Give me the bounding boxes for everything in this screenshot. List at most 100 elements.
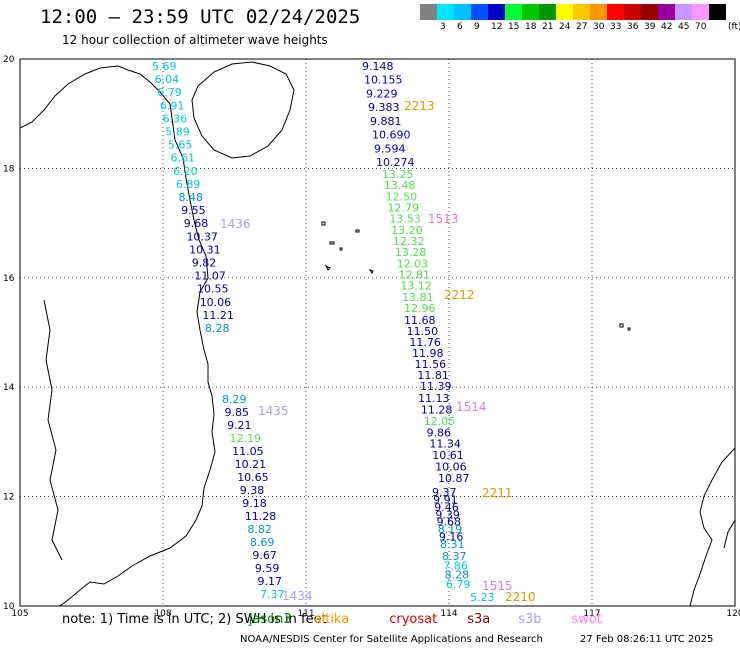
swh-value: 13.12 bbox=[400, 280, 432, 293]
swh-value: 12.32 bbox=[393, 235, 425, 248]
mission-swot: swot bbox=[571, 612, 602, 627]
legend-tick-label: 45 bbox=[678, 22, 690, 32]
swh-value: 11.56 bbox=[415, 358, 447, 371]
lon-label: 111 bbox=[297, 609, 314, 619]
map-title: 12:00 – 23:59 UTC 02/24/2025 bbox=[40, 6, 361, 28]
pass-track: 8.299.859.2112.1911.0510.2110.659.389.18… bbox=[222, 393, 289, 601]
legend-tick-label: 3 bbox=[440, 22, 446, 32]
swh-value: 11.81 bbox=[417, 369, 449, 382]
pass-label: 1515 bbox=[482, 579, 513, 593]
legend-tick-label: 12 bbox=[491, 22, 503, 32]
philippines-inner bbox=[723, 519, 736, 549]
swh-value: 10.31 bbox=[189, 243, 221, 256]
swh-value: 9.82 bbox=[192, 257, 217, 270]
swh-value: 10.690 bbox=[372, 129, 411, 142]
pass-track: 13.2513.4812.5012.7913.5313.2012.3213.28… bbox=[382, 168, 459, 315]
swh-value: 9.55 bbox=[181, 204, 206, 217]
legend-swatch bbox=[607, 4, 624, 20]
swh-value: 9.59 bbox=[255, 562, 280, 575]
map-subtitle: 12 hour collection of altimeter wave hei… bbox=[62, 33, 328, 47]
legend-tick-label: 9 bbox=[474, 22, 480, 32]
swh-value: 8.19 bbox=[438, 523, 463, 536]
legend-tick-label: 42 bbox=[661, 22, 673, 32]
swh-value: 9.38 bbox=[240, 484, 265, 497]
legend-swatch bbox=[556, 4, 573, 20]
swh-value: 9.594 bbox=[374, 142, 406, 155]
swh-value: 8.31 bbox=[440, 538, 465, 551]
swh-value: 9.91 bbox=[433, 493, 458, 506]
lat-label: 14 bbox=[3, 383, 15, 393]
pass-label: 1436 bbox=[220, 217, 251, 231]
legend-tick-label: 39 bbox=[644, 22, 656, 32]
swh-value: 13.48 bbox=[384, 179, 416, 192]
pass-label: 2211 bbox=[482, 486, 513, 500]
pass-label: 1514 bbox=[456, 400, 487, 414]
pass-label: 1435 bbox=[258, 404, 289, 418]
swh-value: 10.274 bbox=[376, 156, 415, 169]
pass-label: 2212 bbox=[444, 288, 475, 302]
legend-tick-label: 30 bbox=[593, 22, 605, 32]
legend-tick-label: 21 bbox=[542, 22, 554, 32]
legend-swatch bbox=[488, 4, 505, 20]
swh-value: 12.03 bbox=[397, 257, 429, 270]
mission-s3b: s3b bbox=[518, 612, 542, 627]
pass-label: 2210 bbox=[505, 590, 536, 604]
legend-tick-label: 36 bbox=[627, 22, 639, 32]
legend-swatch bbox=[675, 4, 692, 20]
pass-track: 1434 bbox=[282, 589, 313, 603]
swh-value: 8.29 bbox=[222, 393, 247, 406]
swh-value: 9.67 bbox=[252, 549, 277, 562]
swh-value: 6.79 bbox=[157, 86, 182, 99]
swh-value: 9.229 bbox=[366, 87, 398, 100]
swh-value: 7.86 bbox=[443, 559, 468, 572]
swh-value: 6.04 bbox=[155, 73, 180, 86]
swh-value: 12.05 bbox=[424, 415, 456, 428]
lat-label: 20 bbox=[3, 55, 15, 65]
philippines-coast bbox=[689, 447, 736, 607]
swh-value: 9.86 bbox=[427, 426, 452, 439]
swh-value: 13.81 bbox=[402, 291, 434, 304]
lon-label: 108 bbox=[154, 609, 171, 619]
swh-value: 6.36 bbox=[163, 112, 188, 125]
pass-label: 2213 bbox=[404, 99, 435, 113]
lon-label: 120 bbox=[726, 609, 740, 619]
swh-value: 8.28 bbox=[445, 569, 470, 582]
swh-value: 6.20 bbox=[173, 165, 198, 178]
swh-value: 13.53 bbox=[389, 213, 421, 226]
legend-swatch bbox=[420, 4, 437, 20]
legend-swatch bbox=[590, 4, 607, 20]
swh-value: 8.28 bbox=[205, 322, 230, 335]
mission-altika: altika bbox=[313, 612, 350, 627]
swh-value: 13.20 bbox=[391, 224, 423, 237]
swh-value: 9.18 bbox=[242, 497, 267, 510]
legend-swatch bbox=[709, 4, 726, 20]
map-frame bbox=[19, 58, 736, 607]
swh-value: 9.37 bbox=[432, 486, 457, 499]
legend-tick-label: 18 bbox=[525, 22, 537, 32]
swh-value: 9.85 bbox=[225, 406, 250, 419]
legend-tick-label: 33 bbox=[610, 22, 622, 32]
swh-value: 10.06 bbox=[200, 296, 232, 309]
lon-label: 117 bbox=[583, 609, 600, 619]
swh-value: 9.21 bbox=[227, 419, 252, 432]
legend-unit: (ft) bbox=[728, 22, 740, 32]
swh-value: 10.06 bbox=[435, 461, 467, 474]
pass-label: 1513 bbox=[428, 212, 459, 226]
swh-value: 5.69 bbox=[152, 60, 177, 73]
mainland-coast bbox=[19, 65, 216, 607]
swh-value: 10.61 bbox=[432, 449, 464, 462]
swh-value: 8.69 bbox=[250, 536, 275, 549]
swh-value: 9.46 bbox=[434, 501, 459, 514]
lat-label: 16 bbox=[3, 274, 15, 284]
lat-label: 18 bbox=[3, 164, 15, 174]
swh-value: 9.68 bbox=[437, 516, 462, 529]
legend-swatch bbox=[454, 4, 471, 20]
swh-value: 11.13 bbox=[418, 392, 450, 405]
swh-value: 11.98 bbox=[412, 347, 444, 360]
islets bbox=[619, 323, 631, 331]
swh-value: 10.65 bbox=[237, 471, 269, 484]
swh-value: 10.55 bbox=[197, 283, 229, 296]
